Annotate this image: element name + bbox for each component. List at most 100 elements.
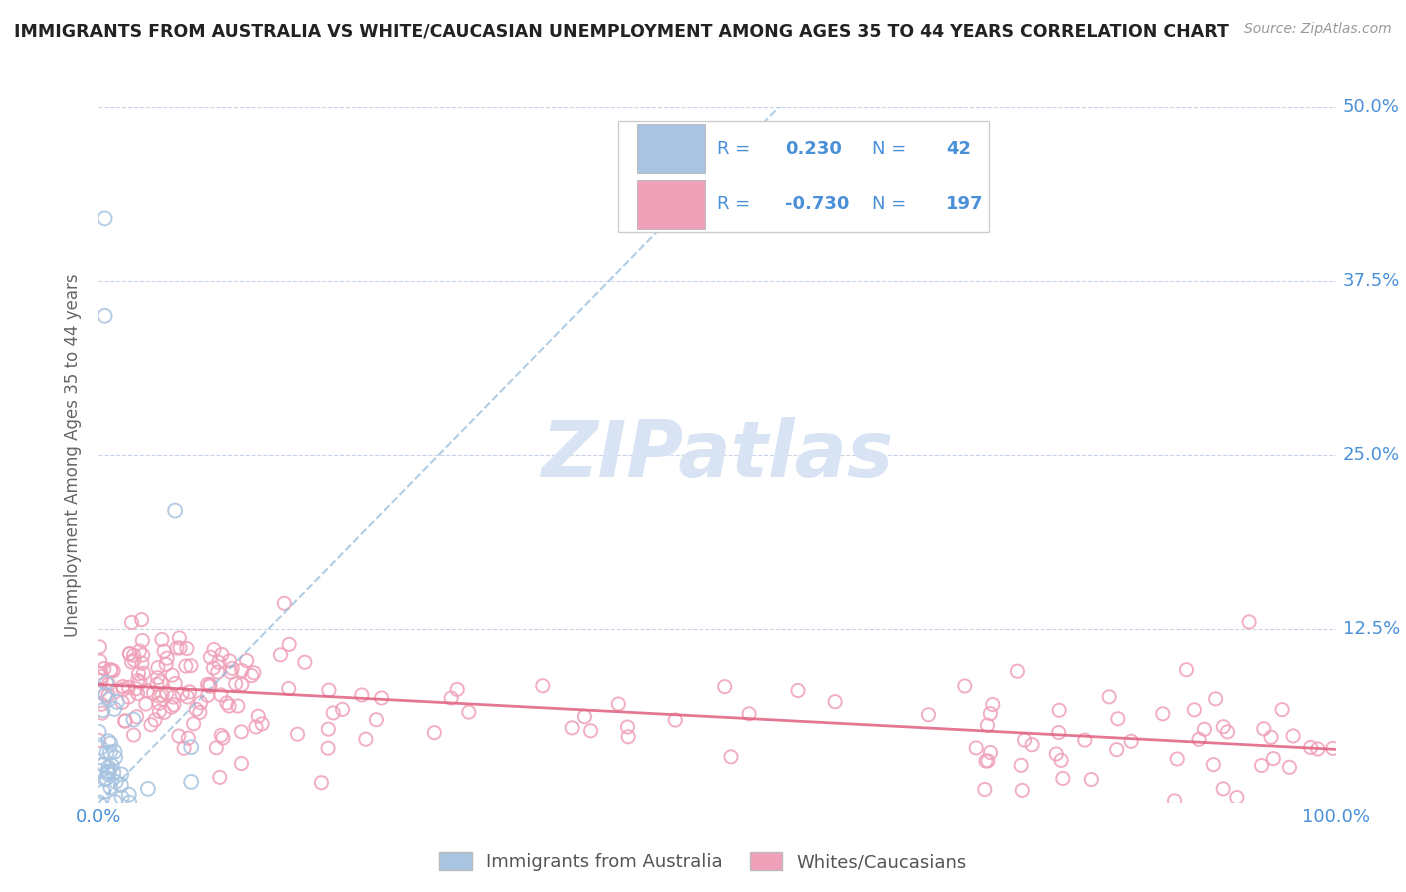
Point (153, 706, 176, 720)
Point (188, 706, 211, 720)
Point (1306, 742, 1329, 756)
Point (190, 696, 212, 710)
Point (607, 697, 630, 711)
Point (87, 733, 110, 747)
Text: 37.5%: 37.5% (1343, 272, 1400, 290)
Point (574, 709, 596, 723)
Point (231, 756, 253, 771)
Point (112, 682, 135, 697)
Point (1166, 752, 1188, 766)
Point (208, 770, 231, 784)
Point (1212, 720, 1234, 734)
Point (90, 740, 112, 755)
Point (226, 699, 249, 714)
Point (169, 631, 191, 645)
Point (160, 700, 183, 714)
Point (91, 706, 114, 720)
Point (294, 655, 316, 669)
Point (1074, 733, 1097, 747)
Point (1050, 753, 1073, 767)
Point (148, 697, 170, 711)
Point (1152, 706, 1174, 721)
Point (148, 705, 170, 719)
Point (1263, 751, 1285, 765)
Point (180, 658, 202, 673)
Point (1299, 740, 1322, 755)
Point (176, 641, 198, 656)
Point (136, 683, 159, 698)
Point (166, 640, 188, 655)
Point (1212, 781, 1234, 796)
Text: 42: 42 (946, 140, 972, 158)
Point (183, 716, 205, 731)
Text: IMMIGRANTS FROM AUSTRALIA VS WHITE/CAUCASIAN UNEMPLOYMENT AMONG AGES 35 TO 44 YE: IMMIGRANTS FROM AUSTRALIA VS WHITE/CAUCA… (14, 22, 1229, 40)
Point (128, 644, 150, 658)
Point (169, 640, 191, 655)
Point (129, 675, 152, 690)
Point (125, 709, 148, 723)
Point (278, 637, 301, 651)
Point (146, 677, 169, 691)
Point (1175, 663, 1198, 677)
Point (118, 788, 141, 802)
Point (103, 702, 125, 716)
Point (110, 790, 132, 805)
Point (965, 740, 987, 755)
Point (1182, 703, 1205, 717)
Point (110, 778, 132, 792)
Point (370, 691, 392, 706)
Point (953, 679, 976, 693)
Point (104, 795, 127, 809)
Point (148, 690, 170, 704)
Point (97, 764, 120, 779)
Point (225, 677, 247, 691)
Point (720, 749, 742, 764)
Point (103, 745, 125, 759)
Point (105, 695, 128, 709)
Point (87, 665, 110, 680)
Point (1322, 741, 1344, 756)
Point (91, 703, 114, 717)
Point (174, 659, 197, 673)
Point (1052, 772, 1074, 786)
Point (127, 673, 149, 688)
Point (128, 666, 150, 681)
Point (318, 683, 340, 698)
Point (110, 767, 132, 781)
Point (131, 633, 153, 648)
Point (156, 651, 179, 665)
Point (1007, 664, 1029, 678)
Point (273, 596, 295, 610)
Text: ZIPatlas: ZIPatlas (541, 417, 893, 493)
Point (163, 698, 186, 712)
Point (366, 713, 388, 727)
FancyBboxPatch shape (637, 125, 704, 173)
Point (93, 309, 115, 323)
Point (977, 754, 1000, 768)
Point (197, 677, 219, 691)
Point (121, 615, 143, 630)
Point (1188, 732, 1211, 747)
Point (202, 661, 225, 675)
Text: 197: 197 (946, 195, 983, 213)
Point (122, 653, 145, 667)
Point (149, 675, 172, 690)
Point (125, 681, 148, 696)
Point (1047, 703, 1070, 717)
Point (136, 781, 159, 796)
Point (1047, 725, 1070, 739)
Point (824, 695, 846, 709)
Point (97, 677, 120, 691)
Point (139, 717, 162, 731)
Point (96, 764, 118, 779)
Point (90, 698, 112, 712)
Point (180, 775, 202, 789)
Point (1282, 729, 1305, 743)
Point (96, 771, 118, 785)
Point (122, 713, 145, 727)
Point (200, 650, 222, 665)
Point (976, 718, 998, 732)
Point (617, 730, 640, 744)
Point (104, 750, 127, 764)
Point (198, 677, 221, 691)
